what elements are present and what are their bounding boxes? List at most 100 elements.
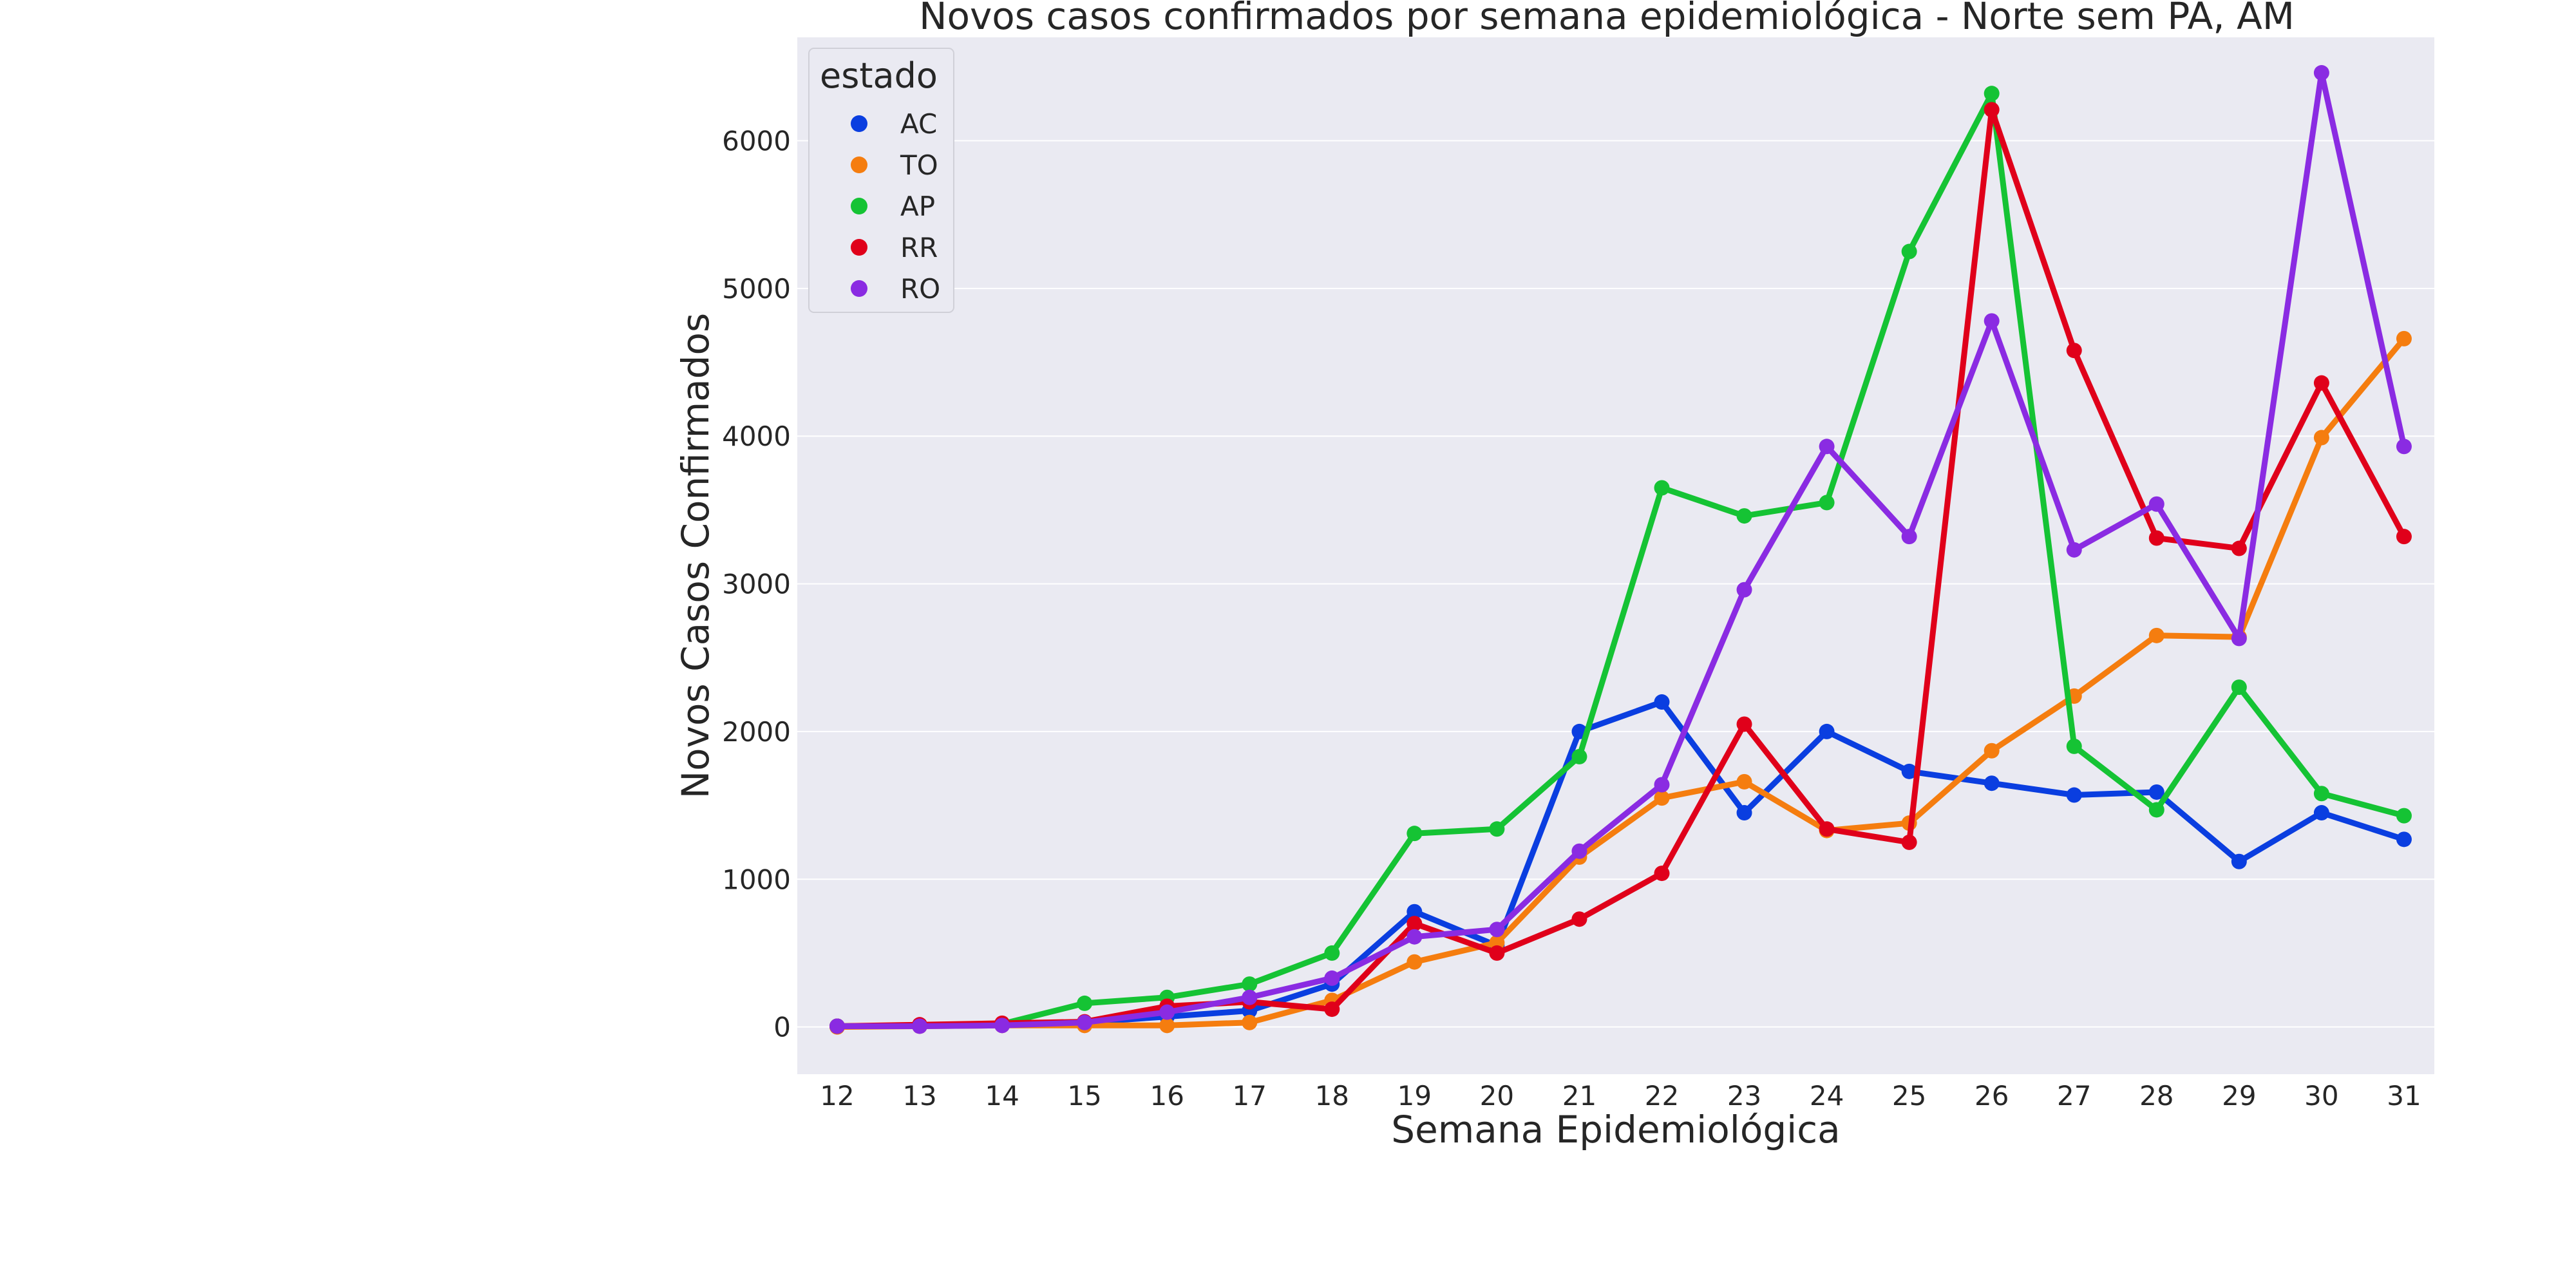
legend-label: AC [900, 108, 937, 140]
data-point [2313, 375, 2329, 391]
data-point [1654, 866, 1670, 882]
legend: estado AC TO AP RR RO [808, 48, 954, 313]
x-axis-label: Semana Epidemiológica [1391, 1108, 1840, 1151]
legend-item: RO [851, 273, 940, 305]
data-point [1406, 929, 1423, 945]
legend-marker [851, 198, 867, 214]
x-tick-label: 30 [2304, 1080, 2338, 1112]
data-point [1736, 805, 1752, 821]
x-tick-label: 16 [1150, 1080, 1184, 1112]
data-point [1077, 995, 1093, 1011]
data-point [1406, 916, 1423, 932]
data-point [1654, 790, 1670, 806]
y-tick-label: 0 [773, 1012, 791, 1043]
data-point [1984, 102, 2000, 118]
data-point [994, 1018, 1010, 1034]
data-point [1324, 1001, 1340, 1018]
data-point [2066, 542, 2082, 558]
data-point [2148, 627, 2164, 643]
legend-item: RR [851, 232, 938, 263]
series-ro [829, 65, 2412, 1034]
y-tick-label: 6000 [722, 126, 791, 157]
data-point [1571, 843, 1587, 859]
x-tick-labels: 12 13 14 15 16 17 18 19 20 21 22 23 24 25 26 27 28 29 30 31 [820, 1080, 2421, 1112]
legend-marker [851, 115, 867, 132]
data-point [1489, 945, 1505, 961]
data-point [1406, 954, 1423, 970]
data-point [2148, 496, 2164, 512]
legend-label: TO [900, 149, 938, 181]
data-point [1159, 1018, 1175, 1034]
y-tick-labels: 0 1000 2000 3000 4000 5000 6000 [722, 126, 791, 1043]
data-point [1242, 1014, 1258, 1030]
x-tick-label: 24 [1810, 1080, 1844, 1112]
data-point [1984, 743, 2000, 759]
x-tick-label: 23 [1727, 1080, 1761, 1112]
x-tick-label: 17 [1233, 1080, 1267, 1112]
data-point [1406, 904, 1423, 920]
data-point [2231, 679, 2247, 696]
data-point [1654, 777, 1670, 793]
legend-item: AP [851, 191, 935, 222]
data-point [1159, 1004, 1175, 1020]
series-line [834, 90, 2407, 1029]
legend-marker [851, 280, 867, 297]
x-tick-label: 22 [1645, 1080, 1679, 1112]
data-point [1901, 243, 1917, 260]
data-point [1571, 748, 1587, 764]
data-point [2231, 540, 2247, 556]
x-tick-label: 21 [1562, 1080, 1596, 1112]
chart-title: Novos casos confirmados por semana epide… [919, 0, 2295, 38]
series-layer [829, 65, 2412, 1035]
data-point [2066, 738, 2082, 754]
legend-marker [851, 156, 867, 173]
x-tick-label: 20 [1480, 1080, 1514, 1112]
legend-label: AP [900, 191, 935, 222]
data-point [1901, 763, 1917, 779]
data-point [1406, 826, 1423, 842]
x-tick-label: 15 [1067, 1080, 1101, 1112]
data-point [912, 1018, 928, 1034]
y-tick-label: 3000 [722, 569, 791, 600]
data-point [2313, 65, 2329, 81]
data-point [1736, 508, 1752, 524]
x-tick-label: 14 [985, 1080, 1019, 1112]
data-point [1984, 775, 2000, 791]
data-point [2231, 630, 2247, 647]
data-point [1489, 922, 1505, 938]
legend-item: TO [851, 149, 938, 181]
legend-marker [851, 239, 867, 256]
x-tick-label: 12 [820, 1080, 854, 1112]
x-tick-label: 28 [2139, 1080, 2174, 1112]
data-point [1736, 773, 1752, 790]
data-point [1901, 529, 1917, 545]
data-point [2313, 430, 2329, 446]
data-point [1654, 480, 1670, 496]
data-point [1901, 834, 1917, 850]
data-point [2313, 786, 2329, 802]
data-point [1736, 716, 1752, 732]
data-point [1984, 86, 2000, 102]
data-point [2066, 343, 2082, 359]
data-point [1077, 1014, 1093, 1030]
data-point [1242, 989, 1258, 1005]
x-tick-label: 25 [1892, 1080, 1926, 1112]
data-point [2231, 853, 2247, 869]
legend-label: RR [900, 232, 938, 263]
data-point [1242, 976, 1258, 992]
y-tick-label: 2000 [722, 716, 791, 748]
x-tick-label: 19 [1397, 1080, 1432, 1112]
data-point [2396, 529, 2412, 545]
series-line [834, 70, 2407, 1029]
data-point [2148, 530, 2164, 546]
data-point [2313, 805, 2329, 821]
data-point [2066, 787, 2082, 803]
x-tick-label: 13 [902, 1080, 936, 1112]
legend-label: RO [900, 273, 940, 305]
data-point [2396, 808, 2412, 824]
data-point [1819, 723, 1835, 739]
legend-box [808, 48, 954, 313]
data-point [1324, 945, 1340, 961]
data-point [1819, 439, 1835, 455]
